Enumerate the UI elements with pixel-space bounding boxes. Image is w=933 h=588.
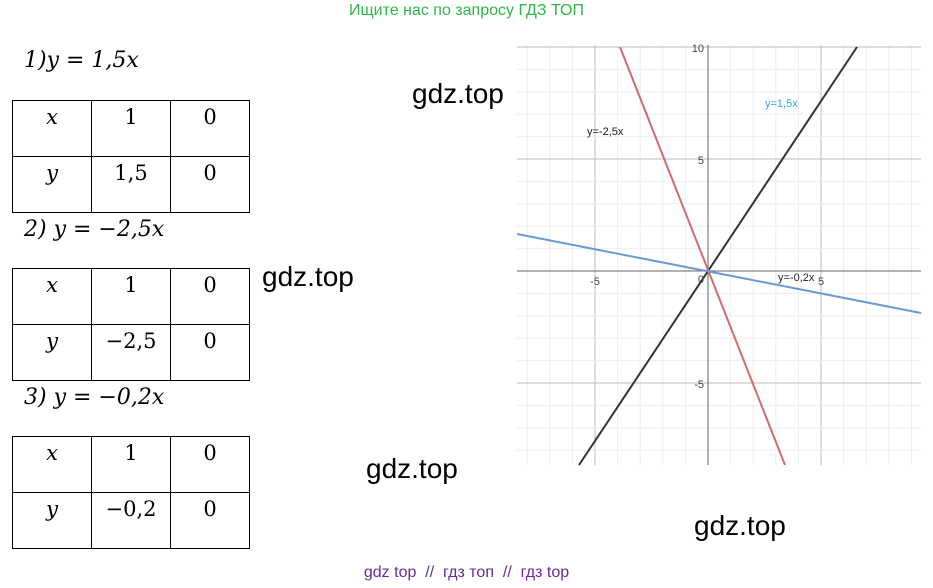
cell: 0	[170, 268, 250, 325]
header: Ищите нас по запросу ГДЗ ТОП	[349, 2, 584, 19]
cell: y	[12, 492, 92, 549]
cell: 0	[170, 492, 250, 549]
cell: y	[12, 156, 92, 213]
cell: 1	[91, 268, 171, 325]
cell: 0	[170, 156, 250, 213]
heading: 1)y = 1,5x	[24, 48, 139, 73]
cell: y	[12, 324, 92, 381]
tick: 0	[698, 274, 704, 286]
tick: -5	[694, 379, 704, 391]
line-0-2x	[516, 233, 922, 314]
tick: 5	[818, 276, 824, 288]
line-2-5x	[619, 46, 786, 466]
cell: x	[12, 268, 92, 325]
tick: 5	[698, 155, 704, 167]
cell: 0	[170, 436, 250, 493]
cell: −0,2	[91, 492, 171, 549]
watermark: gdz.top	[694, 510, 786, 541]
cell: −2,5	[91, 324, 171, 381]
heading: 2) y = −2,5x	[24, 217, 165, 242]
value-table: x 1 0 y 1,5 0	[12, 100, 250, 213]
line-label: y=-2,5x	[587, 126, 624, 138]
cell: x	[12, 100, 92, 157]
heading: 3) y = −0,2x	[24, 385, 165, 410]
line-label: y=-0,2x	[778, 272, 815, 284]
tick: 10	[692, 43, 704, 55]
watermark: gdz.top	[366, 453, 458, 484]
watermark: gdz.top	[412, 78, 504, 109]
line-label: y=1,5x	[765, 98, 798, 110]
value-table: x 1 0 y −2,5 0	[12, 268, 250, 381]
watermark: gdz.top	[262, 261, 354, 292]
cell: x	[12, 436, 92, 493]
footer: gdz top // гдз топ // гдз top	[363, 564, 570, 581]
cell: 0	[170, 100, 250, 157]
cell: 0	[170, 324, 250, 381]
cell: 1,5	[91, 156, 171, 213]
line-1-5x	[578, 46, 858, 466]
value-table: x 1 0 y −0,2 0	[12, 436, 250, 549]
tick: -5	[590, 276, 600, 288]
